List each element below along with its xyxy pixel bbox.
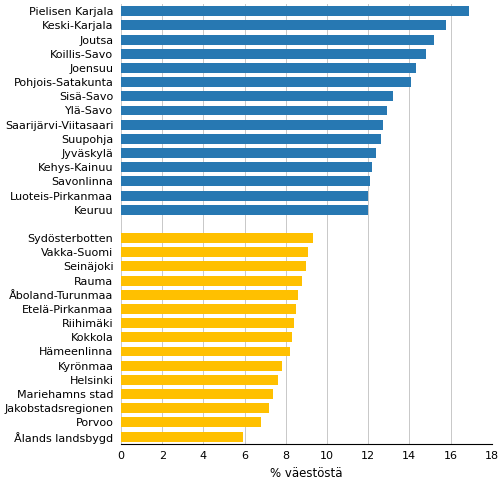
Bar xyxy=(121,205,368,215)
Bar xyxy=(121,233,312,243)
Bar xyxy=(121,77,411,87)
Bar xyxy=(121,134,381,144)
Bar xyxy=(121,148,376,158)
Bar xyxy=(121,318,294,328)
Bar xyxy=(121,120,383,130)
Bar xyxy=(121,333,292,342)
Bar xyxy=(121,261,306,272)
Bar xyxy=(121,361,282,371)
Bar xyxy=(121,106,387,116)
Bar xyxy=(121,176,370,186)
X-axis label: % väestöstä: % väestöstä xyxy=(270,467,343,480)
Bar xyxy=(121,6,469,16)
Bar xyxy=(121,49,426,59)
Bar xyxy=(121,162,372,172)
Bar xyxy=(121,347,290,356)
Bar xyxy=(121,191,368,200)
Bar xyxy=(121,63,415,73)
Bar xyxy=(121,304,296,314)
Bar xyxy=(121,20,447,30)
Bar xyxy=(121,389,274,399)
Bar xyxy=(121,276,302,286)
Bar xyxy=(121,247,308,257)
Bar xyxy=(121,290,298,300)
Bar xyxy=(121,403,269,413)
Bar xyxy=(121,417,261,427)
Bar xyxy=(121,91,393,101)
Bar xyxy=(121,35,434,45)
Bar xyxy=(121,432,242,441)
Bar xyxy=(121,375,278,385)
